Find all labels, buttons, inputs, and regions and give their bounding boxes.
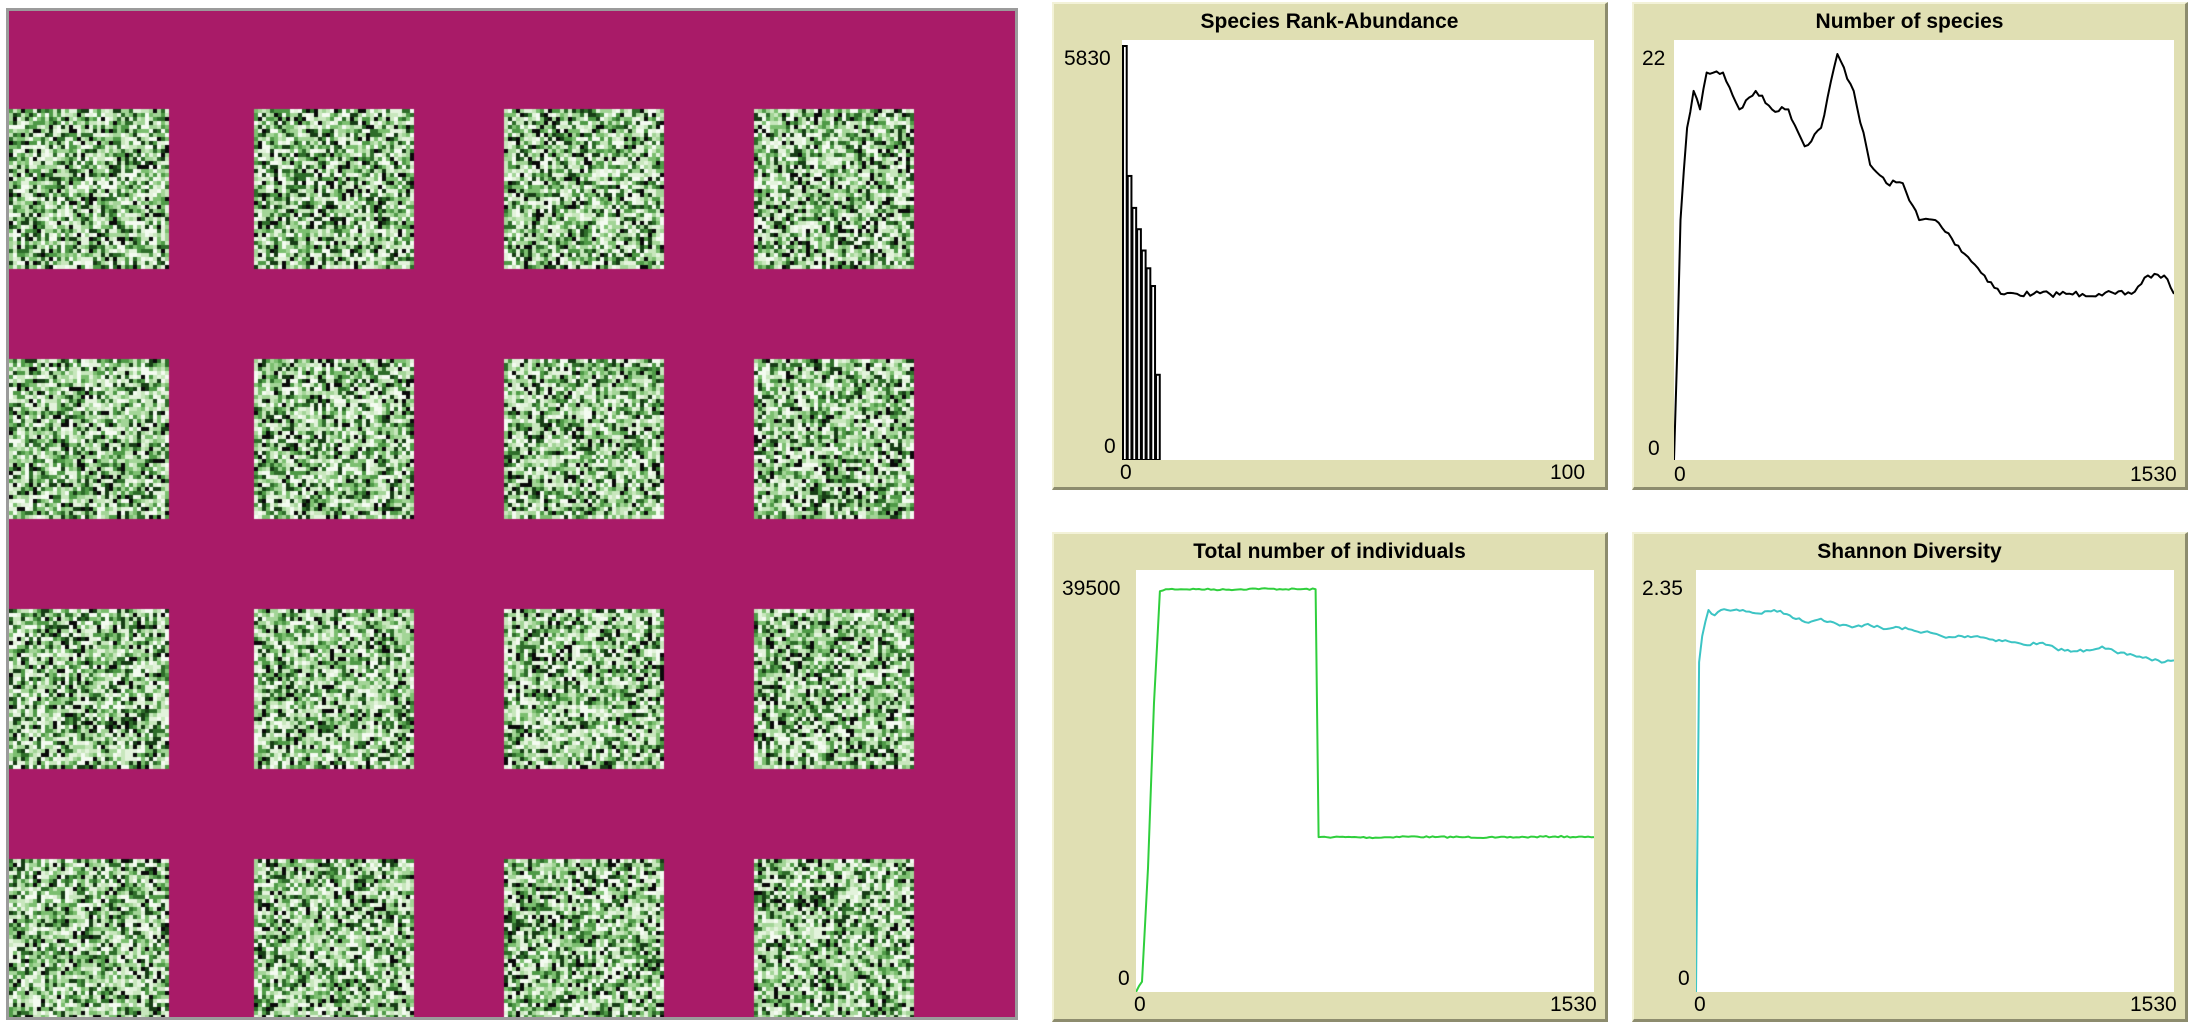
plot-area	[1136, 570, 1594, 992]
individuals-chart	[1136, 587, 1594, 992]
y-max-label: 5830	[1064, 47, 1111, 70]
rank-abundance-chart	[1122, 45, 1161, 460]
individuals-plot: Total number of individuals 39500 0 0 15…	[1052, 532, 1608, 1022]
patch-grid	[9, 11, 1015, 1017]
abundance-bar	[1155, 373, 1161, 460]
plot-title: Species Rank-Abundance	[1200, 10, 1459, 33]
y-max-label: 22	[1642, 47, 1666, 70]
shannon-diversity-plot: Shannon Diversity 2.35 0 0 1530	[1632, 532, 2188, 1022]
plot-title: Shannon Diversity	[1817, 540, 2002, 563]
plot-area	[1674, 40, 2174, 460]
x-min-label: 0	[1134, 993, 1146, 1016]
y-min-label: 0	[1678, 967, 1690, 990]
plot-area	[1122, 40, 1594, 460]
shannon-diversity-chart	[1696, 608, 2174, 992]
x-max-label: 100	[1550, 461, 1586, 484]
x-min-label: 0	[1120, 461, 1132, 484]
series-line	[1136, 587, 1594, 992]
plot-area	[1696, 570, 2174, 992]
y-min-label: 0	[1104, 435, 1116, 458]
x-min-label: 0	[1694, 993, 1706, 1016]
x-min-label: 0	[1674, 463, 1686, 486]
species-count-chart	[1674, 53, 2174, 460]
y-min-label: 0	[1648, 437, 1660, 460]
plot-title: Number of species	[1815, 10, 2004, 33]
series-line	[1696, 608, 2174, 992]
x-max-label: 1530	[2130, 993, 2177, 1016]
y-max-label: 39500	[1062, 577, 1121, 600]
abundance-bar	[1131, 206, 1138, 460]
species-count-plot: Number of species 22 0 0 1530	[1632, 2, 2188, 490]
y-min-label: 0	[1118, 967, 1130, 990]
abundance-bar	[1126, 174, 1133, 460]
series-line	[1674, 53, 2174, 460]
world-view[interactable]	[6, 8, 1018, 1020]
plot-title: Total number of individuals	[1193, 540, 1466, 563]
x-max-label: 1530	[2130, 463, 2177, 486]
abundance-bar	[1145, 267, 1152, 460]
rank-abundance-plot: Species Rank-Abundance 5830 0 0 100	[1052, 2, 1608, 490]
y-max-label: 2.35	[1642, 577, 1683, 600]
abundance-bar	[1150, 285, 1157, 460]
abundance-bar	[1136, 228, 1142, 460]
abundance-bar	[1122, 45, 1128, 460]
abundance-bar	[1140, 249, 1147, 460]
x-max-label: 1530	[1550, 993, 1597, 1016]
